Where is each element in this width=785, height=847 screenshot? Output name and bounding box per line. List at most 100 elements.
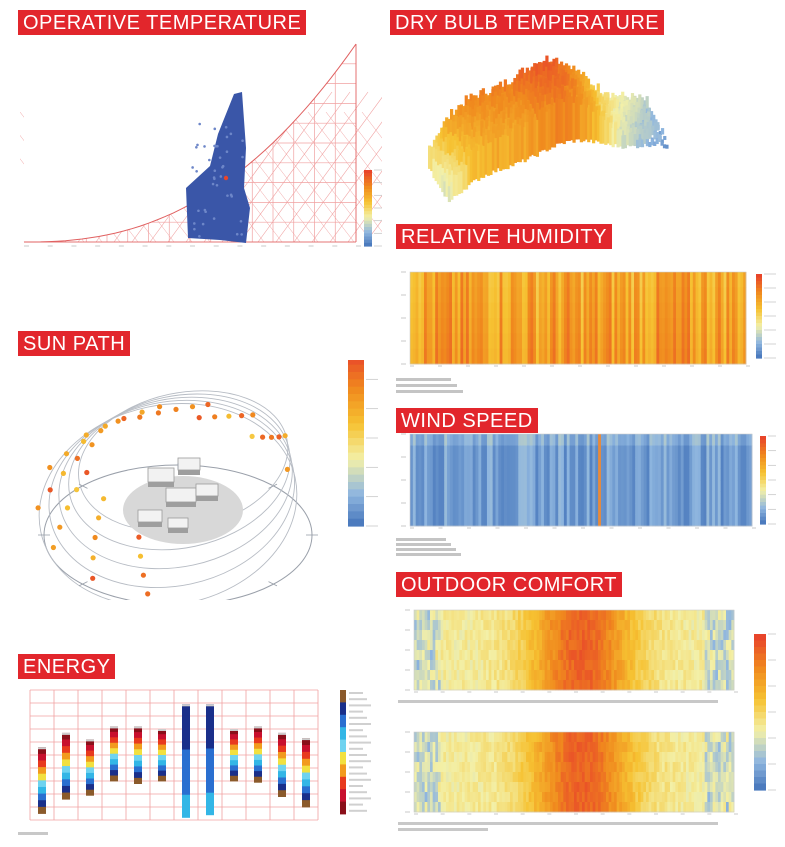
rh-heatmap-cell bbox=[743, 287, 747, 304]
oc-heatmap-top-cell bbox=[643, 610, 647, 621]
oc-heatmap-bottom-cell bbox=[539, 742, 543, 753]
oc-heatmap-top-cell bbox=[432, 610, 436, 621]
oc-heatmap-top-cell bbox=[448, 660, 452, 671]
oc-heatmap-top-cell bbox=[683, 610, 687, 621]
oc-heatmap-top-cell bbox=[448, 640, 452, 651]
rh-heatmap-cell bbox=[650, 287, 654, 304]
oc-heatmap-top-cell bbox=[536, 630, 540, 641]
oc-heatmap-top-cell bbox=[715, 610, 719, 621]
ws-heatmap-cell bbox=[680, 480, 684, 492]
oc-heatmap-top-cell bbox=[456, 610, 460, 621]
oc-heatmap-top-cell bbox=[422, 620, 426, 631]
rh-heatmap-cell bbox=[440, 348, 444, 365]
oc-heatmap-top-cell bbox=[416, 670, 420, 681]
db-surface-cell bbox=[653, 131, 657, 140]
rh-heatmap-cell bbox=[594, 302, 598, 319]
rh-heatmap-cell bbox=[466, 318, 470, 334]
rh-heatmap-cell bbox=[488, 272, 492, 288]
oc-heatmap-bottom-cell bbox=[656, 772, 660, 783]
rh-heatmap-cell bbox=[743, 272, 747, 288]
oc-heatmap-bottom-cell bbox=[720, 742, 724, 753]
oc-heatmap-top-cell bbox=[723, 670, 727, 681]
oc-heatmap-top-cell bbox=[555, 620, 559, 631]
ws-heatmap-cell bbox=[521, 445, 525, 458]
rh-heatmap-cell bbox=[628, 333, 632, 350]
oc-heatmap-bottom-cell bbox=[592, 782, 596, 793]
ws-heatmap-cell bbox=[695, 468, 699, 481]
oc-heatmap-top-cell bbox=[510, 610, 514, 621]
rh-heatmap-cell bbox=[522, 348, 526, 365]
ws-heatmap-cell bbox=[478, 445, 482, 458]
oc-heatmap-bottom-cell bbox=[728, 742, 732, 753]
oc-heatmap-bottom-cell bbox=[587, 782, 591, 793]
rh-heatmap-cell bbox=[466, 272, 470, 288]
rh-heatmap-cell bbox=[569, 333, 573, 350]
ws-heatmap-cell bbox=[717, 434, 722, 446]
ws-heatmap-cell bbox=[504, 514, 508, 527]
ws-heatmap-cell bbox=[609, 445, 613, 458]
oc-heatmap-bottom-cell bbox=[480, 802, 484, 813]
oc-heatmap-top-cell bbox=[566, 630, 570, 641]
ws-heatmap-cell bbox=[583, 503, 588, 515]
oc-heatmap-top-cell bbox=[611, 630, 615, 641]
oc-heatmap-top-cell bbox=[454, 640, 458, 651]
db-surface-cell bbox=[496, 130, 500, 169]
op-data-point bbox=[225, 150, 229, 153]
ws-heatmap-cell bbox=[458, 491, 462, 504]
rh-heatmap-cell bbox=[440, 318, 444, 334]
rh-heatmap-cell bbox=[622, 287, 626, 304]
oc-heatmap-bottom-cell bbox=[731, 782, 735, 793]
oc-heatmap-bottom-cell bbox=[707, 752, 711, 763]
rh-heatmap-cell bbox=[536, 348, 540, 365]
oc-heatmap-top-cell bbox=[531, 640, 535, 651]
oc-heatmap-top-cell bbox=[552, 640, 556, 651]
rh-heatmap-cell bbox=[524, 348, 528, 365]
ws-heatmap-cell bbox=[623, 445, 627, 458]
ws-heatmap-cell bbox=[521, 480, 525, 492]
ws-heatmap-cell bbox=[515, 434, 519, 446]
ws-heatmap-cell bbox=[615, 434, 619, 446]
ws-heatmap-cell bbox=[697, 491, 702, 504]
oc-heatmap-top-cell bbox=[566, 610, 570, 621]
oc-heatmap-bottom-cell bbox=[704, 742, 708, 753]
rh-heatmap-cell bbox=[491, 287, 495, 304]
oc-heatmap-bottom-cell bbox=[699, 772, 703, 783]
ws-heatmap-cell bbox=[566, 480, 570, 492]
oc-heatmap-bottom-cell bbox=[422, 772, 426, 783]
ws-heatmap-cell bbox=[732, 457, 736, 469]
oc-heatmap-bottom-cell bbox=[440, 792, 444, 803]
rh-heatmap-cell bbox=[617, 302, 621, 319]
oc-heatmap-top-cell bbox=[731, 610, 735, 621]
rh-heatmap-cell bbox=[564, 333, 568, 350]
oc-heatmap-top-cell bbox=[635, 670, 639, 681]
ws-heatmap-cell bbox=[410, 480, 414, 492]
oc-heatmap-bottom-cell bbox=[416, 772, 420, 783]
oc-heatmap-bottom-cell bbox=[632, 732, 636, 743]
oc-heatmap-bottom-cell bbox=[526, 802, 530, 813]
oc-heatmap-top-cell bbox=[542, 640, 546, 651]
ws-heatmap-cell bbox=[714, 491, 719, 504]
oc-heatmap-top-cell bbox=[443, 670, 447, 681]
oc-heatmap-top-cell bbox=[606, 620, 610, 631]
oc-heatmap-bottom-cell bbox=[536, 772, 540, 783]
oc-heatmap-bottom-cell bbox=[448, 782, 452, 793]
oc-heatmap-bottom-cell bbox=[646, 792, 650, 803]
oc-heatmap-top-cell bbox=[480, 660, 484, 671]
ws-heatmap-cell bbox=[638, 434, 642, 446]
oc-heatmap-bottom-cell bbox=[640, 762, 644, 773]
rh-heatmap-cell bbox=[449, 333, 453, 350]
rh-heatmap-cell bbox=[737, 348, 741, 365]
op-legend-swatch bbox=[364, 211, 372, 215]
oc-heatmap-bottom-cell bbox=[531, 792, 535, 803]
rh-heatmap-cell bbox=[692, 272, 696, 288]
ws-heatmap-cell bbox=[686, 491, 690, 504]
ws-legend-swatch bbox=[760, 487, 766, 492]
ws-heatmap-cell bbox=[583, 491, 588, 504]
oc-heatmap-bottom-cell bbox=[432, 762, 436, 773]
ws-heatmap-cell bbox=[538, 491, 542, 504]
oc-heatmap-top-cell bbox=[614, 630, 618, 641]
ws-heatmap-cell bbox=[635, 457, 639, 469]
oc-heatmap-bottom-cell bbox=[531, 742, 535, 753]
oc-heatmap-bottom-cell bbox=[619, 762, 623, 773]
oc-heatmap-bottom-cell bbox=[542, 782, 546, 793]
